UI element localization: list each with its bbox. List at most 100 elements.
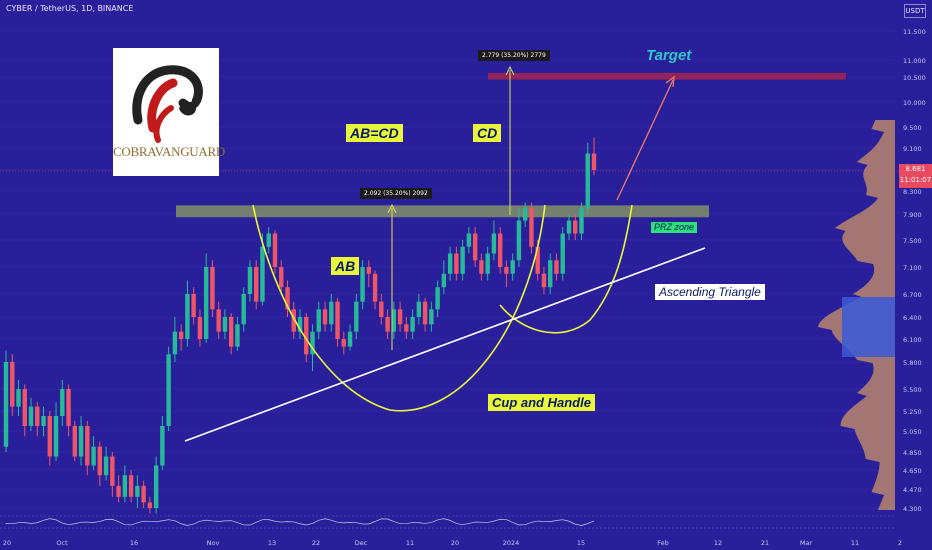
- ascending-trendline[interactable]: [184, 247, 706, 442]
- candle: [573, 214, 578, 240]
- candle: [591, 137, 597, 176]
- target-zone[interactable]: [488, 72, 846, 80]
- candle: [135, 475, 140, 508]
- candle: [285, 280, 290, 317]
- candle-body: [291, 309, 296, 332]
- candle-body: [585, 153, 590, 209]
- x-tick-label: 11: [406, 539, 414, 547]
- candle: [103, 446, 109, 481]
- candle-body: [566, 220, 572, 234]
- candle: [178, 324, 184, 351]
- candle: [366, 260, 372, 288]
- candle: [316, 301, 321, 339]
- measure-label-ab: 2.092 (35.20%) 2092: [360, 188, 432, 199]
- candle-body: [435, 287, 440, 310]
- candle: [160, 416, 165, 470]
- candle-body: [266, 233, 271, 247]
- candle: [341, 331, 346, 355]
- candle-body: [379, 301, 384, 317]
- symbol-header: CYBER / TetherUS, 1D, BINANCE: [6, 4, 134, 13]
- x-tick-label: 15: [577, 539, 585, 547]
- price-axis: 11.50011.00010.50010.0009.5009.1008.7008…: [903, 28, 926, 513]
- candle: [78, 416, 84, 466]
- candle-body: [279, 267, 284, 288]
- label-target[interactable]: Target: [646, 47, 692, 64]
- logo-text: COBRAVANGUARD: [113, 144, 225, 159]
- candle-body: [247, 267, 253, 294]
- candle-body: [397, 309, 403, 325]
- candle: [235, 317, 240, 351]
- candle-body: [591, 153, 597, 170]
- target-arrowhead: [665, 75, 675, 88]
- candle-body: [97, 446, 103, 476]
- candle: [441, 260, 447, 294]
- candle-body: [260, 246, 265, 302]
- candle-body: [178, 331, 184, 339]
- candle: [53, 402, 59, 461]
- candle: [297, 309, 303, 339]
- time-axis: 20 Oct 16 Nov 13 22 Dec 11 20 2024 15 Feb 12 21 Mar 11 2: [3, 539, 902, 547]
- candle-body: [110, 456, 115, 486]
- y-tick-label: 11.500: [903, 28, 926, 36]
- candle-body: [573, 220, 578, 234]
- candle: [472, 227, 478, 267]
- candle-body: [429, 309, 434, 325]
- label-cd[interactable]: CD: [473, 124, 502, 142]
- candle-body: [72, 426, 78, 457]
- label-ab[interactable]: AB: [331, 257, 360, 275]
- candle-body: [35, 406, 40, 426]
- candle-body: [504, 267, 509, 274]
- candle: [47, 411, 52, 466]
- candle-body: [335, 301, 340, 339]
- y-tick-label: 7.500: [903, 237, 922, 245]
- label-ascending-triangle[interactable]: Ascending Triangle: [655, 284, 765, 300]
- candle-body: [516, 220, 522, 261]
- handle-curve[interactable]: [499, 204, 633, 334]
- candle-body: [3, 362, 9, 447]
- candle: [504, 260, 509, 288]
- candle: [172, 317, 178, 362]
- candle: [416, 294, 422, 325]
- label-prz-zone[interactable]: PRZ zone: [651, 222, 698, 233]
- candle-body: [479, 260, 484, 274]
- candle-body: [16, 389, 21, 407]
- candle-body: [28, 406, 34, 426]
- candle: [391, 301, 397, 339]
- candle: [147, 496, 153, 514]
- label-ab-cd[interactable]: AB=CD: [346, 124, 403, 142]
- candle: [272, 230, 278, 274]
- candle: [460, 240, 465, 281]
- candle: [566, 214, 572, 240]
- candle: [516, 208, 522, 267]
- cup-curve[interactable]: [252, 204, 546, 412]
- last-price-badge[interactable]: 8.681 11:01:07: [899, 164, 932, 188]
- x-tick-label: Mar: [800, 539, 813, 547]
- candle: [66, 384, 71, 437]
- candle: [304, 313, 309, 362]
- candle-body: [554, 260, 559, 274]
- candle-body: [297, 317, 303, 332]
- candle-body: [210, 267, 215, 310]
- candle-body: [560, 233, 565, 274]
- candle: [447, 246, 453, 281]
- candle-body: [422, 301, 428, 325]
- candle: [466, 227, 472, 254]
- candle-body: [10, 362, 15, 407]
- x-tick-label: 20: [3, 539, 11, 547]
- candle-body: [203, 267, 209, 339]
- candle-body: [285, 287, 290, 310]
- candle-body: [191, 294, 196, 317]
- currency-badge[interactable]: USDT: [904, 4, 926, 18]
- candle: [91, 436, 96, 470]
- y-tick-label: 6.100: [903, 336, 922, 344]
- label-cup-handle[interactable]: Cup and Handle: [488, 394, 595, 411]
- prz-zone[interactable]: [176, 205, 709, 218]
- candle: [216, 301, 221, 339]
- target-arrow[interactable]: [616, 79, 674, 201]
- candle: [110, 452, 115, 497]
- candle-body: [354, 301, 359, 332]
- candle-body: [322, 309, 328, 325]
- candle: [10, 354, 15, 416]
- candle-body: [447, 253, 453, 274]
- candle: [203, 253, 209, 343]
